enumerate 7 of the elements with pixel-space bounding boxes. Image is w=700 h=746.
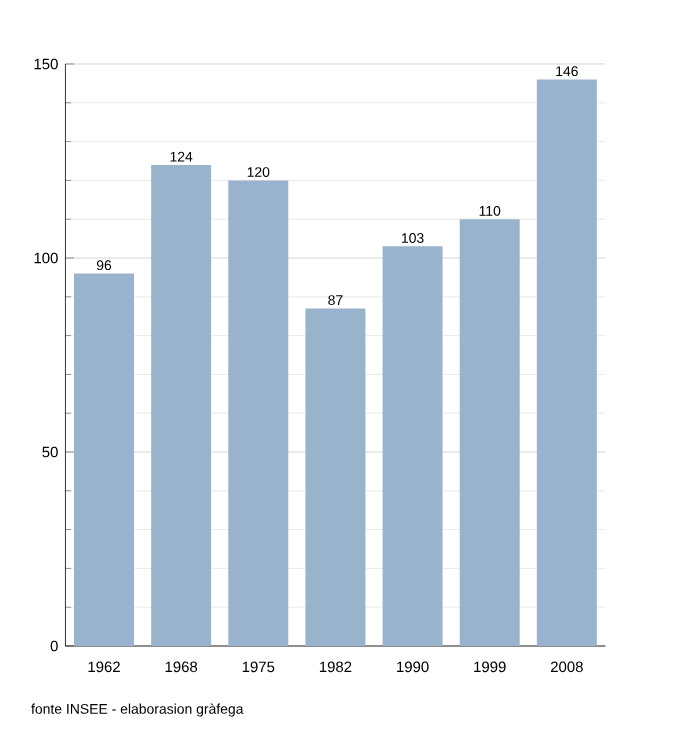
bar [536, 79, 597, 646]
bar [228, 180, 289, 646]
bar [459, 219, 520, 646]
bar [151, 164, 212, 646]
bar [305, 308, 366, 646]
bar [382, 246, 443, 646]
bar [74, 273, 134, 646]
